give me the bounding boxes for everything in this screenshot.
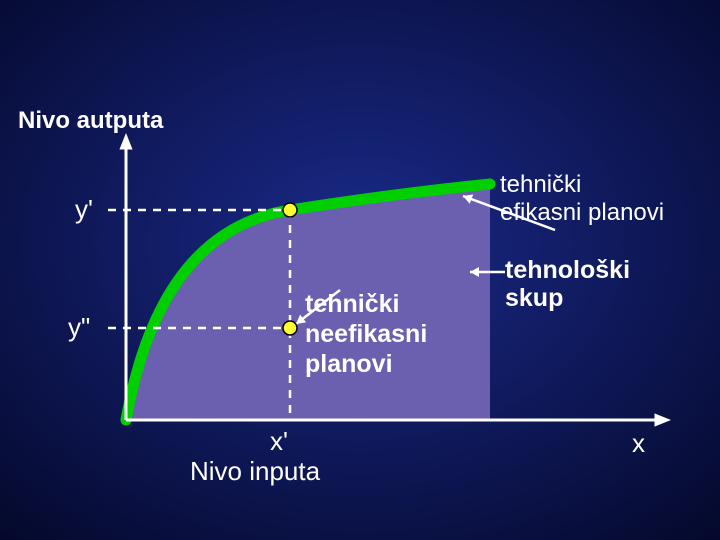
- label-x_label: x: [632, 428, 645, 458]
- plan-point-p1: [283, 203, 297, 217]
- label-set1: tehnološki: [505, 256, 630, 284]
- plan-point-p2: [283, 321, 297, 335]
- label-x_axis: Nivo inputa: [190, 456, 321, 486]
- label-neeff3: planovi: [305, 350, 393, 378]
- label-eff1: tehnički: [500, 171, 581, 198]
- label-neeff2: neefikasni: [305, 320, 427, 348]
- label-y_prime: y': [75, 194, 93, 224]
- label-x_prime: x': [270, 426, 288, 456]
- label-neeff1: tehnički: [305, 290, 399, 318]
- label-y_dprime: y": [68, 312, 90, 342]
- label-set2: skup: [505, 284, 563, 312]
- label-eff2: efikasni planovi: [500, 199, 664, 226]
- label-title: Nivo autputa: [18, 107, 164, 134]
